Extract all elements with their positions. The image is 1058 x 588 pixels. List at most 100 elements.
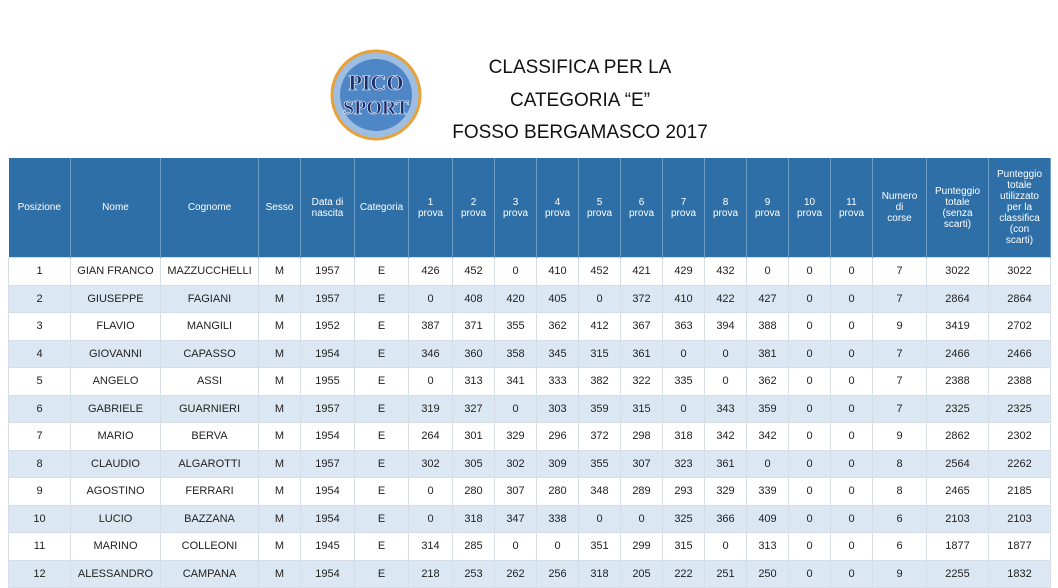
table-cell: 0 <box>788 532 831 561</box>
table-cell: 3419 <box>926 312 989 341</box>
table-cell: 372 <box>620 284 663 313</box>
table-cell: CAMPANA <box>160 559 259 588</box>
table-cell: CAPASSO <box>160 339 259 368</box>
table-cell: E <box>354 422 409 451</box>
header-line: prova <box>417 207 443 219</box>
table-cell: M <box>258 477 301 506</box>
table-cell: 280 <box>536 477 579 506</box>
header-line: Nome <box>102 202 129 213</box>
table-cell: 362 <box>536 312 579 341</box>
table-cell: 313 <box>746 532 789 561</box>
table-cell: 0 <box>788 284 831 313</box>
table-cell: 0 <box>830 559 873 588</box>
table-cell: 388 <box>746 312 789 341</box>
table-cell: 0 <box>788 449 831 478</box>
table-cell: 280 <box>452 477 495 506</box>
table-cell: 289 <box>620 477 663 506</box>
table-cell: 3022 <box>926 257 989 286</box>
table-cell: 1957 <box>300 284 355 313</box>
table-cell: 335 <box>662 367 705 396</box>
table-cell: 333 <box>536 367 579 396</box>
table-cell: 0 <box>830 312 873 341</box>
table-cell: 432 <box>704 257 747 286</box>
table-cell: 0 <box>578 284 621 313</box>
table-cell: 366 <box>704 504 747 533</box>
table-cell: AGOSTINO <box>70 477 161 506</box>
table-cell: 6 <box>872 504 927 533</box>
header-line: 11 <box>846 196 857 208</box>
header-line: prova <box>544 207 570 219</box>
header-line: di <box>895 202 904 213</box>
header-line: Punteggio <box>934 185 981 197</box>
table-cell: 7 <box>872 394 927 423</box>
table-cell: MANGILI <box>160 312 259 341</box>
table-cell: 452 <box>452 257 495 286</box>
table-cell: 322 <box>620 367 663 396</box>
table-cell: ALESSANDRO <box>70 559 161 588</box>
table-cell: 341 <box>494 367 537 396</box>
header-line: prova <box>502 207 528 219</box>
header-line: Punteggio <box>996 169 1043 180</box>
table-cell: MAZZUCCHELLI <box>160 257 259 286</box>
table-cell: 0 <box>620 504 663 533</box>
table-cell: 0 <box>494 394 537 423</box>
header-line: per la <box>1006 202 1032 213</box>
table-cell: 319 <box>408 394 453 423</box>
title-line: CATEGORIA “E” <box>509 89 651 111</box>
column-header: Data di nascita <box>300 158 355 258</box>
table-cell: 318 <box>452 504 495 533</box>
table-cell: 7 <box>872 257 927 286</box>
header-line: prova <box>754 207 780 219</box>
table-cell: 0 <box>746 257 789 286</box>
table-cell: 0 <box>788 312 831 341</box>
table-cell: 11 <box>8 532 71 561</box>
header-line: totale <box>1007 180 1032 191</box>
table-cell: 0 <box>830 339 873 368</box>
table-cell: 1957 <box>300 257 355 286</box>
table-cell: 410 <box>536 257 579 286</box>
table-cell: 346 <box>408 339 453 368</box>
title: CLASSIFICA PER LA CATEGORIA “E” FOSSO BERG… <box>420 52 740 150</box>
table-cell: 7 <box>872 284 927 313</box>
header-line: scarti) <box>943 218 972 230</box>
table-cell: 0 <box>704 339 747 368</box>
header-line: prova <box>586 207 612 219</box>
header-line: Posizione <box>17 202 61 213</box>
table-cell: 361 <box>620 339 663 368</box>
table-cell: 452 <box>578 257 621 286</box>
table-cell: 0 <box>830 422 873 451</box>
table-cell: 1954 <box>300 422 355 451</box>
table-cell: 2702 <box>988 312 1051 341</box>
table-cell: 359 <box>746 394 789 423</box>
column-header: 7 prova <box>662 158 705 258</box>
table-cell: M <box>258 312 301 341</box>
table-cell: 0 <box>536 532 579 561</box>
table-cell: 347 <box>494 504 537 533</box>
table-cell: COLLEONI <box>160 532 259 561</box>
table-cell: 6 <box>872 532 927 561</box>
table-cell: 256 <box>536 559 579 588</box>
table-cell: M <box>258 504 301 533</box>
column-header: 6 prova <box>620 158 663 258</box>
table-cell: 1954 <box>300 339 355 368</box>
table-cell: 2864 <box>926 284 989 313</box>
table-cell: 421 <box>620 257 663 286</box>
table-cell: M <box>258 532 301 561</box>
table-cell: 0 <box>788 367 831 396</box>
table-row: 9 AGOSTINO FERRARI M 1954 E 0 280 307 280 348 289 29… <box>8 477 1051 506</box>
table-cell: 7 <box>872 367 927 396</box>
table-cell: 251 <box>704 559 747 588</box>
header-line: scarti) <box>1005 235 1034 246</box>
table-cell: FAGIANI <box>160 284 259 313</box>
table-row: 10 LUCIO BAZZANA M 1954 E 0 318 347 338 0 0 325 366 40… <box>8 504 1051 533</box>
table-cell: M <box>258 394 301 423</box>
column-header: 1 prova <box>408 158 453 258</box>
table-cell: E <box>354 477 409 506</box>
table-cell: 2103 <box>988 504 1051 533</box>
table-cell: 345 <box>536 339 579 368</box>
table-cell: GUARNIERI <box>160 394 259 423</box>
table-cell: M <box>258 339 301 368</box>
table-cell: FLAVIO <box>70 312 161 341</box>
table-cell: 315 <box>662 532 705 561</box>
table-row: 4 GIOVANNI CAPASSO M 1954 E 346 360 358 345 315 361… <box>8 339 1051 368</box>
